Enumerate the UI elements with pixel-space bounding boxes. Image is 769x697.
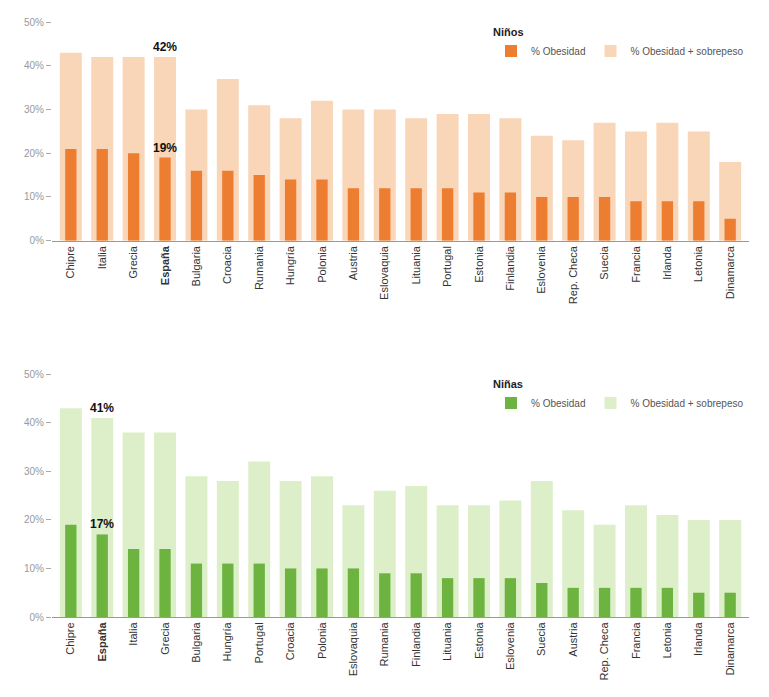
svg-text:Estonia: Estonia [473, 245, 485, 283]
svg-text:Eslovenia: Eslovenia [535, 245, 547, 294]
svg-text:Chipre: Chipre [64, 246, 76, 278]
svg-text:10%: 10% [24, 563, 44, 574]
svg-text:Estonia: Estonia [473, 622, 485, 660]
svg-text:Francia: Francia [630, 245, 642, 283]
svg-text:Lituania: Lituania [441, 622, 453, 661]
svg-text:Hungría: Hungría [284, 245, 296, 285]
svg-text:Croacia: Croacia [284, 622, 296, 661]
svg-text:50%: 50% [24, 17, 44, 28]
svg-text:0%: 0% [30, 235, 45, 246]
svg-text:19%: 19% [153, 141, 177, 155]
svg-text:Croacia: Croacia [221, 245, 233, 284]
svg-text:20%: 20% [24, 148, 44, 159]
svg-text:40%: 40% [24, 60, 44, 71]
svg-text:Polonia: Polonia [316, 622, 328, 660]
svg-text:Italia: Italia [127, 622, 139, 646]
svg-text:30%: 30% [24, 104, 44, 115]
svg-text:50%: 50% [24, 369, 44, 380]
svg-text:Eslovaquia: Eslovaquia [378, 245, 390, 300]
svg-text:Bulgaria: Bulgaria [190, 622, 202, 663]
svg-text:Irlanda: Irlanda [692, 622, 704, 657]
svg-text:Rep. Checa: Rep. Checa [567, 245, 579, 304]
svg-text:% Obesidad: % Obesidad [531, 398, 585, 409]
svg-text:Dinamarca: Dinamarca [724, 245, 736, 299]
svg-text:Austria: Austria [347, 245, 359, 280]
svg-text:30%: 30% [24, 466, 44, 477]
svg-text:Francia: Francia [630, 622, 642, 660]
svg-text:Lituania: Lituania [410, 245, 422, 284]
svg-text:Polonia: Polonia [316, 245, 328, 283]
svg-text:Suecia: Suecia [535, 622, 547, 657]
svg-text:Chipre: Chipre [64, 622, 76, 654]
svg-text:Hungría: Hungría [221, 622, 233, 662]
svg-text:20%: 20% [24, 514, 44, 525]
svg-text:Grecia: Grecia [127, 245, 139, 278]
svg-text:Rumania: Rumania [253, 245, 265, 290]
svg-text:17%: 17% [90, 517, 114, 531]
svg-text:Portugal: Portugal [441, 246, 453, 287]
svg-text:Letonia: Letonia [661, 622, 673, 659]
svg-text:Finlandia: Finlandia [410, 622, 422, 668]
svg-text:España: España [96, 622, 108, 662]
svg-text:Bulgaria: Bulgaria [190, 245, 202, 286]
svg-text:Rep. Checa: Rep. Checa [598, 622, 610, 681]
svg-text:Dinamarca: Dinamarca [724, 622, 736, 676]
svg-text:10%: 10% [24, 191, 44, 202]
svg-text:Grecia: Grecia [159, 622, 171, 655]
svg-text:Italia: Italia [96, 245, 108, 269]
svg-text:Portugal: Portugal [253, 622, 265, 663]
svg-text:Letonia: Letonia [692, 245, 704, 282]
svg-text:% Obesidad + sobrepeso: % Obesidad + sobrepeso [630, 46, 743, 57]
svg-text:41%: 41% [90, 401, 114, 415]
svg-text:% Obesidad: % Obesidad [531, 46, 585, 57]
svg-text:Irlanda: Irlanda [661, 245, 673, 280]
svg-text:Finlandia: Finlandia [504, 245, 516, 291]
svg-text:Niños: Niños [493, 26, 524, 38]
svg-text:Eslovenia: Eslovenia [504, 622, 516, 671]
svg-text:Austria: Austria [567, 622, 579, 657]
svg-text:% Obesidad + sobrepeso: % Obesidad + sobrepeso [630, 398, 743, 409]
svg-text:40%: 40% [24, 417, 44, 428]
svg-text:España: España [159, 245, 171, 285]
svg-text:Niñas: Niñas [493, 379, 523, 391]
svg-text:Suecia: Suecia [598, 245, 610, 280]
svg-text:42%: 42% [153, 40, 177, 54]
svg-text:0%: 0% [30, 612, 45, 623]
svg-text:Rumania: Rumania [378, 622, 390, 667]
svg-text:Eslovaquia: Eslovaquia [347, 622, 359, 677]
